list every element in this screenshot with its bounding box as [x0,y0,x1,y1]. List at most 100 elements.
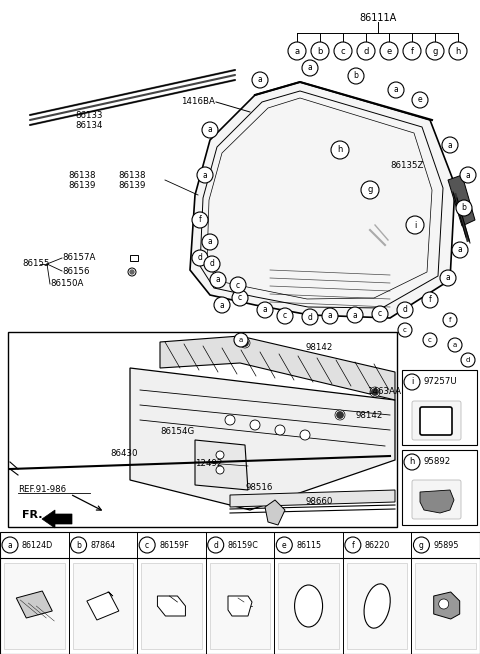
Text: 86159C: 86159C [228,540,259,549]
Text: d: d [213,540,218,549]
Text: a: a [308,63,312,73]
Text: d: d [363,46,369,56]
Circle shape [449,42,467,60]
Circle shape [240,338,250,348]
Text: 86159F: 86159F [159,540,189,549]
Circle shape [216,451,224,459]
Polygon shape [130,368,395,510]
Circle shape [406,216,424,234]
Text: 86430: 86430 [110,449,137,458]
Text: i: i [411,377,413,387]
FancyBboxPatch shape [420,407,452,435]
Text: c: c [283,311,287,320]
Text: h: h [409,458,415,466]
Circle shape [225,415,235,425]
Circle shape [439,599,449,609]
Circle shape [461,353,475,367]
Circle shape [348,68,364,84]
Circle shape [370,387,380,397]
Text: 98142: 98142 [305,343,332,351]
Text: a: a [294,46,300,56]
Circle shape [334,42,352,60]
Ellipse shape [295,585,323,627]
Text: h: h [456,46,461,56]
Circle shape [214,297,230,313]
Circle shape [331,141,349,159]
Circle shape [210,272,226,288]
Text: g: g [367,186,372,194]
Text: c: c [341,46,345,56]
Text: c: c [236,281,240,290]
Text: 86154G: 86154G [160,428,194,436]
Circle shape [388,82,404,98]
Text: g: g [432,46,438,56]
Circle shape [404,374,420,390]
Polygon shape [448,175,475,226]
Polygon shape [42,510,72,528]
Text: 12492: 12492 [195,460,222,468]
Text: i: i [414,220,416,230]
Circle shape [257,302,273,318]
Circle shape [242,340,248,346]
Text: 86220: 86220 [365,540,390,549]
Bar [347,563,408,649]
Text: c: c [145,540,149,549]
Text: 86157A: 86157A [62,254,96,262]
Text: a: a [239,337,243,343]
Text: 86138: 86138 [118,171,145,179]
Circle shape [423,333,437,347]
Polygon shape [190,82,455,318]
Circle shape [426,42,444,60]
Circle shape [300,430,310,440]
Circle shape [448,338,462,352]
Circle shape [337,412,343,418]
Text: h: h [337,145,343,154]
Circle shape [192,250,208,266]
Circle shape [361,181,379,199]
Circle shape [398,323,412,337]
Text: 1416BA: 1416BA [181,97,215,107]
Text: 95895: 95895 [433,540,459,549]
Text: a: a [353,311,358,320]
Text: f: f [429,296,432,305]
Circle shape [128,268,136,276]
Bar [415,563,476,649]
Text: 86155: 86155 [22,260,49,269]
Circle shape [442,137,458,153]
Text: a: a [208,237,212,247]
Circle shape [372,389,378,395]
Circle shape [440,270,456,286]
Text: REF.91-986: REF.91-986 [18,485,66,494]
Text: a: a [394,86,398,94]
Circle shape [275,425,285,435]
Text: e: e [386,46,392,56]
Bar [72,563,133,649]
Circle shape [412,92,428,108]
Text: a: a [216,275,220,284]
Text: 98660: 98660 [305,498,332,506]
Circle shape [276,537,292,553]
Text: 86133: 86133 [75,111,103,120]
Text: 86135Z: 86135Z [390,160,423,169]
Text: FR.: FR. [22,510,43,520]
Text: 86115: 86115 [296,540,322,549]
Text: 98516: 98516 [245,483,272,492]
Circle shape [288,42,306,60]
Bar [4,563,65,649]
Circle shape [250,420,260,430]
Circle shape [372,306,388,322]
Text: d: d [403,305,408,315]
Text: b: b [317,46,323,56]
Text: 1463AA: 1463AA [367,388,401,396]
Circle shape [71,537,86,553]
Text: b: b [76,540,81,549]
Text: c: c [428,337,432,343]
Polygon shape [16,591,52,618]
Circle shape [302,60,318,76]
Polygon shape [265,500,285,525]
Text: d: d [466,357,470,363]
Circle shape [230,277,246,293]
Polygon shape [434,592,460,619]
Text: 86124D: 86124D [22,540,53,549]
Circle shape [404,454,420,470]
